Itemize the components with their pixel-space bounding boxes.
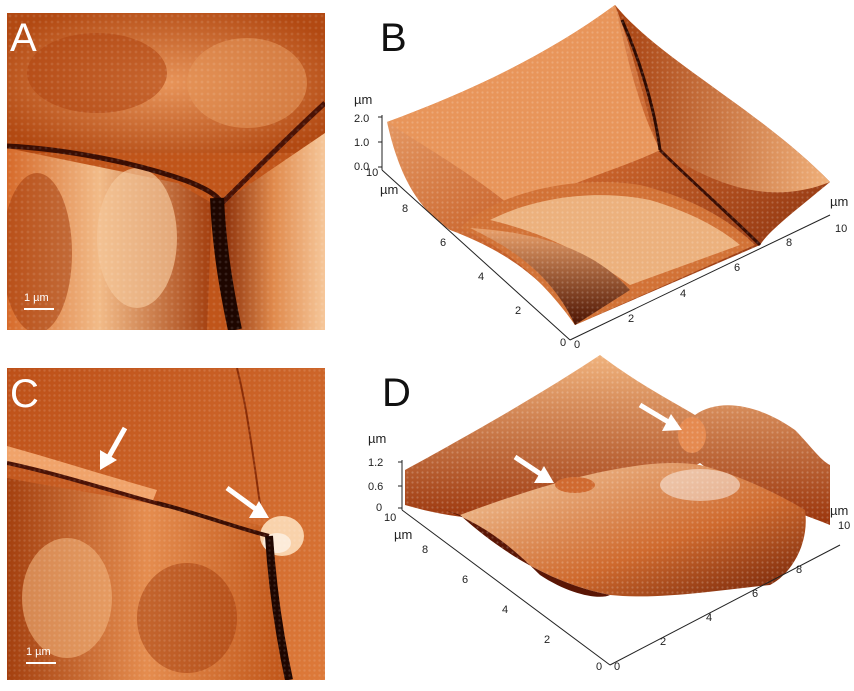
y-tick: 2 — [515, 305, 521, 317]
x-tick: 4 — [706, 612, 712, 624]
y-tick: 6 — [462, 574, 468, 586]
x-tick: 0 — [574, 339, 580, 350]
panel-c: C 1 µm — [0, 360, 330, 686]
x-tick: 10 — [835, 223, 847, 235]
scale-bar-c: 1 µm — [26, 646, 66, 666]
x-tick: 8 — [786, 237, 792, 249]
y-tick: 0 — [596, 661, 602, 673]
y-axis-unit: µm — [394, 527, 412, 542]
arrow-icon — [225, 485, 269, 518]
x-axis-unit: µm — [830, 503, 848, 518]
x-tick: 6 — [752, 588, 758, 600]
y-tick: 8 — [402, 203, 408, 215]
scale-bar-label: 1 µm — [26, 646, 51, 658]
y-tick: 4 — [478, 271, 484, 283]
panel-label-c: C — [10, 372, 39, 416]
z-tick: 1.0 — [354, 137, 369, 149]
x-tick: 10 — [838, 520, 850, 532]
afm-image-a — [7, 13, 325, 330]
scale-bar-label: 1 µm — [24, 292, 49, 304]
y-axis-unit: µm — [380, 182, 398, 197]
arrow-icon — [100, 426, 128, 470]
z-axis-unit: µm — [354, 92, 372, 107]
panel-label-a: A — [10, 16, 37, 60]
arrow-icon — [513, 454, 554, 483]
z-tick: 0 — [376, 502, 382, 514]
y-tick: 8 — [422, 544, 428, 556]
panel-d: µm 1.2 0.6 0 µm 10 8 6 4 2 0 0 2 4 6 8 1… — [340, 345, 854, 686]
y-tick: 4 — [502, 604, 508, 616]
x-tick: 2 — [628, 313, 634, 325]
y-tick: 6 — [440, 237, 446, 249]
z-axis-unit: µm — [368, 431, 386, 446]
x-tick: 2 — [660, 636, 666, 648]
x-tick: 0 — [614, 661, 620, 673]
scale-bar-a: 1 µm — [24, 292, 64, 312]
x-tick: 8 — [796, 564, 802, 576]
arrow-icon — [638, 402, 682, 431]
panel-label-d: D — [382, 371, 411, 415]
z-tick: 2.0 — [354, 113, 369, 125]
z-tick: 1.2 — [368, 457, 383, 469]
z-tick: 0.6 — [368, 481, 383, 493]
z-tick: 0.0 — [354, 161, 369, 173]
panel-label-b: B — [380, 16, 407, 60]
x-axis-unit: µm — [830, 194, 848, 209]
y-tick: 10 — [366, 167, 378, 179]
panel-b: µm 2.0 1.0 0.0 µm 10 8 6 4 2 0 0 2 4 6 8… — [340, 0, 854, 351]
x-tick: 6 — [734, 262, 740, 274]
y-tick: 10 — [384, 512, 396, 524]
x-tick: 4 — [680, 288, 686, 300]
y-tick: 2 — [544, 634, 550, 646]
panel-a: A 1 µm — [0, 0, 330, 335]
y-tick: 0 — [560, 337, 566, 349]
afm-image-c — [7, 368, 325, 680]
